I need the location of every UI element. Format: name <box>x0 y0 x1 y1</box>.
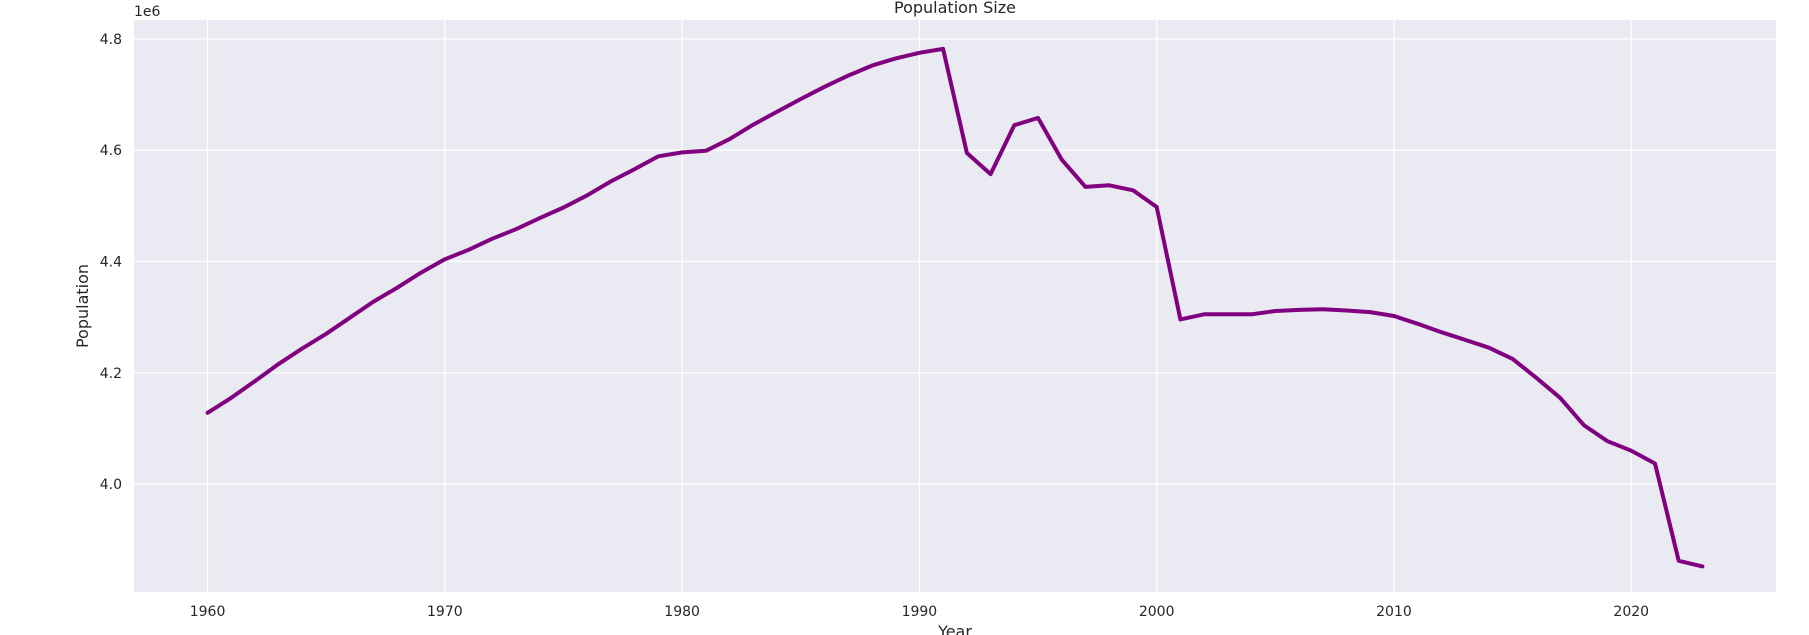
y-tick-label: 4.4 <box>100 254 122 270</box>
x-tick-label: 1990 <box>902 604 938 620</box>
x-axis-ticks: 1960 1970 1980 1990 2000 2010 2020 <box>190 604 1649 620</box>
chart-title: Population Size <box>894 0 1016 17</box>
series-line <box>205 46 1705 569</box>
x-tick-label: 1960 <box>190 604 226 620</box>
y-axis-label: Population <box>73 264 92 348</box>
series-group <box>205 46 1705 569</box>
y-axis-ticks: 4.0 4.2 4.4 4.6 4.8 <box>100 32 122 493</box>
x-tick-label: 2000 <box>1139 604 1175 620</box>
y-tick-label: 4.6 <box>100 143 122 159</box>
y-tick-label: 4.8 <box>100 32 122 48</box>
plot-area-background <box>134 20 1776 592</box>
y-tick-label: 4.0 <box>100 477 122 493</box>
y-axis-offset-label: 1e6 <box>134 4 161 20</box>
x-tick-label: 2010 <box>1376 604 1412 620</box>
y-tick-label: 4.2 <box>100 366 122 382</box>
x-tick-label: 1970 <box>427 604 463 620</box>
grid-lines <box>134 20 1776 592</box>
x-axis-label: Year <box>937 622 972 635</box>
x-tick-label: 1980 <box>664 604 700 620</box>
x-tick-label: 2020 <box>1613 604 1649 620</box>
